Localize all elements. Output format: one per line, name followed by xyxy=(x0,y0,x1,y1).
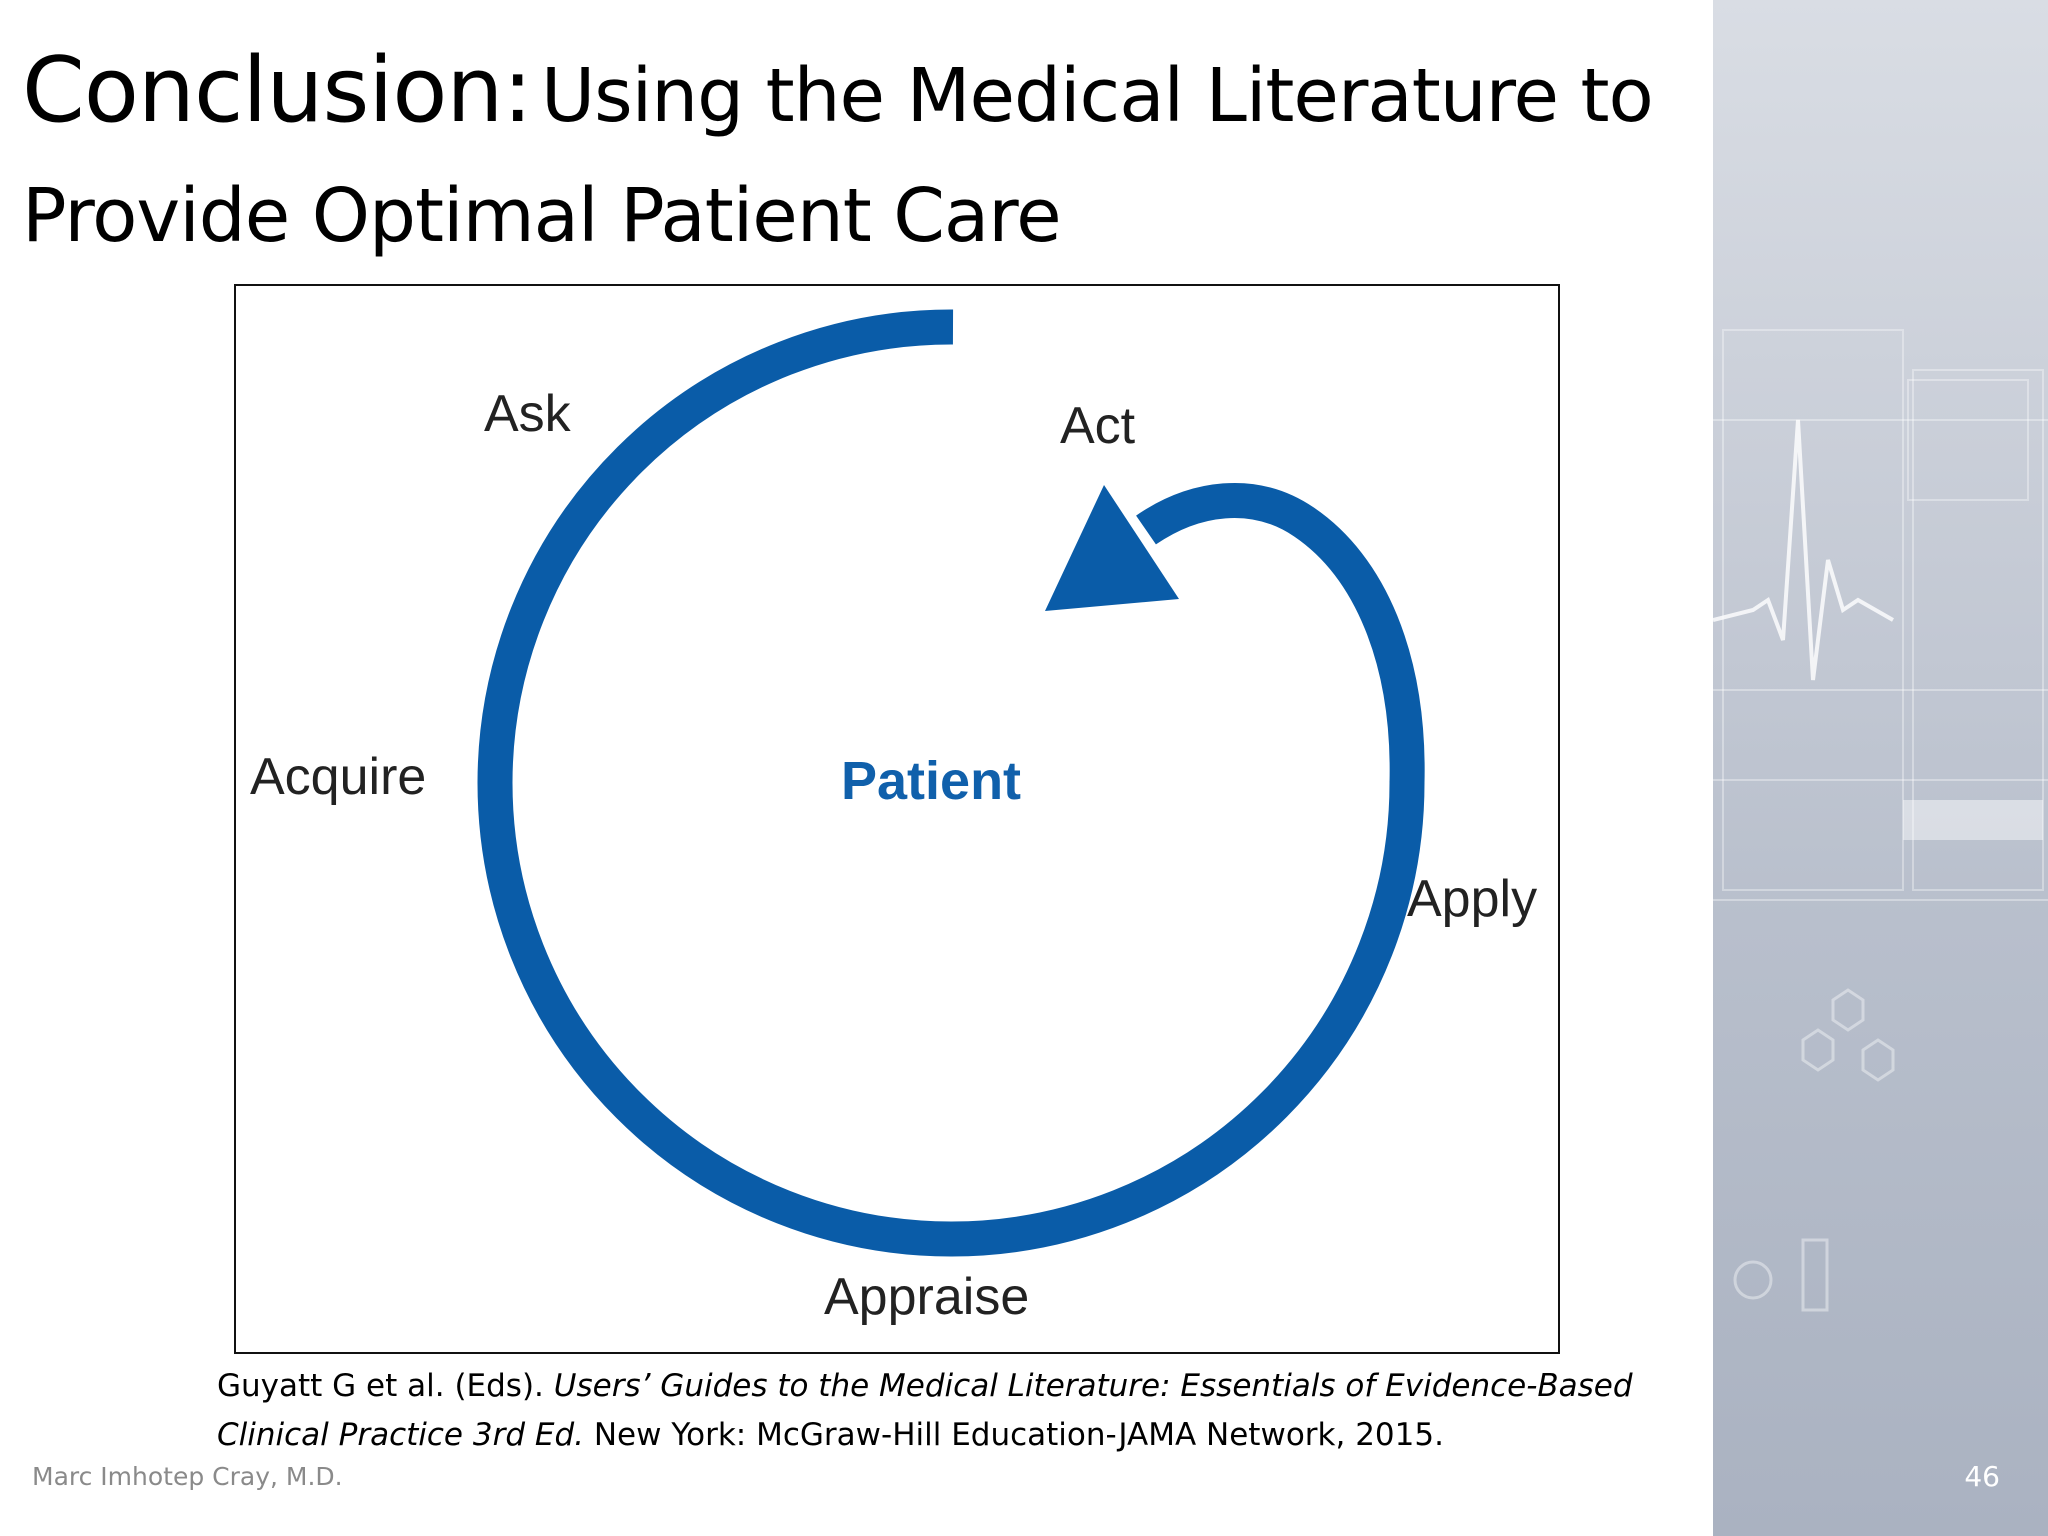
stage-ask: Ask xyxy=(484,385,572,443)
title-subtitle-line2: Provide Optimal Patient Care xyxy=(22,173,1062,259)
slide-title: Conclusion: Using the Medical Literature… xyxy=(22,38,1702,283)
citation-authors: Guyatt G et al. (Eds). xyxy=(217,1368,544,1404)
center-patient: Patient xyxy=(841,751,1021,811)
decorative-side-panel xyxy=(1713,0,2048,1536)
citation: Guyatt G et al. (Eds). Users’ Guides to … xyxy=(217,1362,1637,1460)
stage-apply: Apply xyxy=(1407,870,1537,928)
citation-publisher: New York: McGraw-Hill Education-JAMA Net… xyxy=(593,1417,1444,1453)
stage-acquire: Acquire xyxy=(250,748,426,806)
cycle-arc xyxy=(477,309,1425,1257)
citation-book-title: Users’ Guides to the Medical Literature:… xyxy=(217,1368,1633,1453)
stage-appraise: Appraise xyxy=(824,1268,1029,1326)
cycle-diagram-svg: Ask Act Acquire Patient Apply Appraise xyxy=(250,309,1537,1326)
stage-act: Act xyxy=(1060,397,1136,455)
footer-author: Marc Imhotep Cray, M.D. xyxy=(32,1462,343,1491)
title-subtitle-line1: Using the Medical Literature to xyxy=(540,53,1654,139)
cycle-arrow-tail xyxy=(1136,482,1425,784)
title-main: Conclusion: xyxy=(22,38,533,143)
medical-background-graphic xyxy=(1713,329,2048,1312)
cycle-arrowhead-icon xyxy=(1045,485,1179,611)
slide-number: 46 xyxy=(1964,1460,2000,1493)
ebm-cycle-diagram: Ask Act Acquire Patient Apply Appraise xyxy=(234,284,1560,1354)
heartbeat-line-icon xyxy=(1713,419,1894,681)
